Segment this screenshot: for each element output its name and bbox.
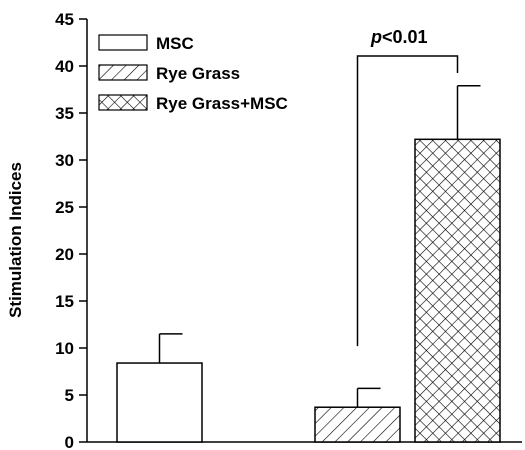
legend-swatch bbox=[98, 94, 148, 111]
legend-label: MSC bbox=[156, 34, 194, 53]
legend-swatch bbox=[98, 64, 148, 81]
y-tick-label: 25 bbox=[55, 198, 74, 217]
y-tick-label: 35 bbox=[55, 104, 74, 123]
y-tick-label: 20 bbox=[55, 245, 74, 264]
legend-swatch bbox=[98, 34, 148, 51]
y-tick-label: 5 bbox=[65, 386, 74, 405]
bar bbox=[414, 138, 501, 443]
bars bbox=[116, 84, 501, 443]
legend: MSC Rye Grass Rye Grass+MSC bbox=[98, 34, 288, 113]
p-value-symbol: p bbox=[370, 27, 382, 47]
bar bbox=[314, 406, 401, 443]
legend-label: Rye Grass+MSC bbox=[156, 94, 288, 113]
y-tick-label: 40 bbox=[55, 57, 74, 76]
p-value-text: <0.01 bbox=[382, 27, 428, 47]
bar bbox=[116, 362, 203, 443]
significance-bracket bbox=[356, 55, 459, 347]
y-axis-label: Stimulation Indices bbox=[6, 162, 25, 318]
y-tick-label: 0 bbox=[65, 433, 74, 450]
legend-label: Rye Grass bbox=[156, 64, 240, 83]
y-tick-label: 10 bbox=[55, 339, 74, 358]
y-tick-label: 15 bbox=[55, 292, 74, 311]
significance-annotation: p<0.01 bbox=[356, 27, 459, 347]
y-tick-label: 45 bbox=[55, 10, 74, 29]
p-value-label: p<0.01 bbox=[370, 27, 428, 47]
y-tick-label: 30 bbox=[55, 151, 74, 170]
